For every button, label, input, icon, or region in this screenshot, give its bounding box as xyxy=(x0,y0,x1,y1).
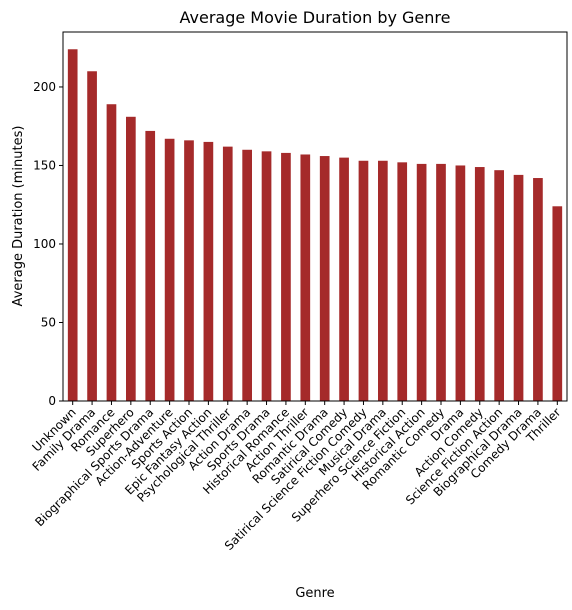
bar-historical-action xyxy=(416,163,427,401)
bar-biographical-drama xyxy=(513,174,524,401)
y-tick-label: 100 xyxy=(33,237,56,251)
y-tick-label: 150 xyxy=(33,158,56,172)
bar-satirical-comedy xyxy=(339,157,349,401)
bar-sports-drama xyxy=(261,151,272,401)
bar-superhero xyxy=(126,116,136,401)
bar-comedy-drama xyxy=(533,178,543,401)
bar-unknown xyxy=(67,49,78,402)
bar-historical-romance xyxy=(281,152,291,401)
y-tick-label: 200 xyxy=(33,80,56,94)
bar-musical-drama xyxy=(378,160,388,401)
bar-family-drama xyxy=(87,71,97,401)
bar-action-thriller xyxy=(300,154,311,401)
x-axis-label: Genre xyxy=(295,586,334,601)
bar-sports-action xyxy=(184,140,194,401)
bar-action-comedy xyxy=(474,167,485,401)
bar-epic-fantasy-action xyxy=(203,141,214,401)
y-axis-label: Average Duration (minutes) xyxy=(11,126,26,307)
bars-group xyxy=(67,49,563,402)
bar-thriller xyxy=(552,206,563,401)
bar-romance xyxy=(106,104,117,401)
bar-romantic-comedy xyxy=(436,163,446,401)
bar-superhero-science-fiction xyxy=(397,162,408,401)
y-tick-label: 0 xyxy=(48,394,56,408)
bar-science-fiction-action xyxy=(494,170,504,401)
bar-action-drama xyxy=(242,149,252,401)
bar-satirical-science-fiction-comedy xyxy=(358,160,369,401)
bar-biographical-sports-drama xyxy=(145,130,156,402)
y-tick-label: 50 xyxy=(41,315,56,329)
bar-action-adventure xyxy=(164,138,175,401)
chart-title: Average Movie Duration by Genre xyxy=(180,8,451,27)
y-axis: 0 50 100 150 200 xyxy=(33,80,63,408)
bar-drama xyxy=(455,165,466,401)
bar-romantic-drama xyxy=(319,156,330,401)
bar-psychological-thriller xyxy=(222,146,233,401)
plot-frame xyxy=(62,31,568,402)
